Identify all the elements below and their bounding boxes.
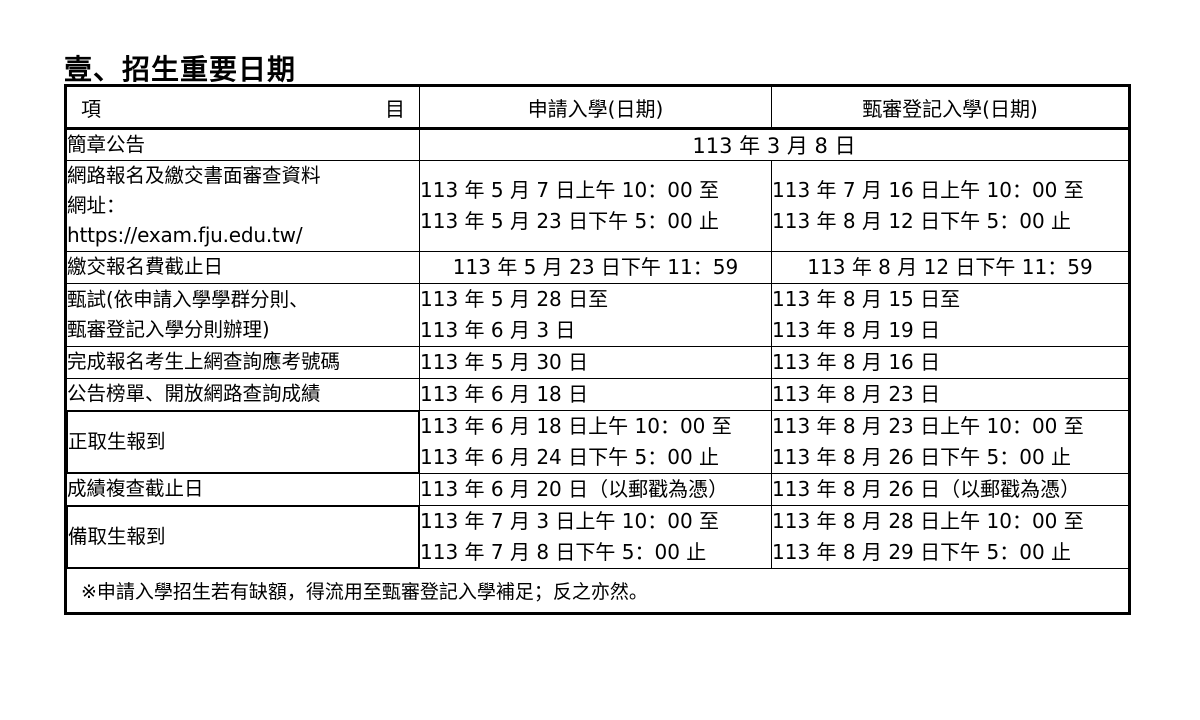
item-line: 網址： xyxy=(67,193,126,217)
item-line: 公告榜單、開放網路查詢成績 xyxy=(67,382,321,406)
date-line: 113 年 5 月 28 日至 xyxy=(420,286,609,311)
table-row: 備取生報到 113 年 7 月 3 日上午 10：00 至 113 年 7 月 8 … xyxy=(66,504,1130,569)
row-item-exam-number-lookup: 完成報名考生上網查詢應考號碼 xyxy=(65,345,420,379)
table-footnote: ※申請入學招生若有缺額，得流用至甄審登記入學補足；反之亦然。 xyxy=(65,567,1130,614)
date-line: 113 年 8 月 26 日（以郵戳為憑） xyxy=(772,476,1081,501)
admissions-schedule-table: 項目申請入學(日期) 甄審登記入學(日期) 簡章公告 113 年 3 月 8 日網路報… xyxy=(64,84,1131,615)
row-apply-exam-number-lookup: 113 年 5 月 30 日 xyxy=(419,345,772,379)
row-apply-online-registration: 113 年 5 月 7 日上午 10：00 至 113 年 5 月 23 日下午 … xyxy=(419,160,772,252)
row-exam-score-review-deadline: 113 年 8 月 26 日（以郵戳為憑） xyxy=(771,472,1130,506)
table-row: 完成報名考生上網查詢應考號碼 113 年 5 月 30 日 113 年 8 月 16… xyxy=(65,345,1130,379)
date-line: 113 年 8 月 16 日 xyxy=(772,349,941,374)
table-row: 正取生報到 113 年 6 月 18 日上午 10：00 至 113 年 6 月 2… xyxy=(66,409,1130,474)
date-line: 113 年 8 月 26 日下午 5：00 止 xyxy=(772,444,1072,469)
date-line: 113 年 5 月 23 日下午 11：59 xyxy=(452,254,739,279)
item-line: 繳交報名費截止日 xyxy=(67,255,224,279)
table-row: 網路報名及繳交書面審查資料 網址： https://exam.fju.edu.tw/… xyxy=(65,160,1130,252)
date-line: 113 年 8 月 12 日下午 5：00 止 xyxy=(772,208,1072,233)
item-line: 成績複查截止日 xyxy=(67,477,204,501)
date-line: 113 年 8 月 23 日上午 10：00 至 xyxy=(772,413,1084,438)
header-item-left: 項 xyxy=(81,96,101,121)
row-item-score-review-deadline: 成績複查截止日 xyxy=(65,472,420,506)
row-exam-exam-number-lookup: 113 年 8 月 16 日 xyxy=(771,345,1130,379)
row-exam-waitlist-report: 113 年 8 月 28 日上午 10：00 至 113 年 8 月 29 日下午… xyxy=(771,504,1130,569)
date-line: 113 年 8 月 12 日下午 11：59 xyxy=(807,254,1093,279)
row-item-announcement: 簡章公告 xyxy=(65,128,420,161)
date-line: 113 年 6 月 24 日下午 5：00 止 xyxy=(420,444,720,469)
row-exam-admitted-report: 113 年 8 月 23 日上午 10：00 至 113 年 8 月 26 日下午… xyxy=(771,409,1130,474)
row-item-online-registration: 網路報名及繳交書面審查資料 網址： https://exam.fju.edu.tw/ xyxy=(65,160,420,252)
item-line: 甄審登記入學分則辦理) xyxy=(67,317,270,341)
row-exam-selection-test: 113 年 8 月 15 日至 113 年 8 月 19 日 xyxy=(771,282,1130,347)
date-line: 113 年 6 月 18 日 xyxy=(420,381,589,406)
table-footnote-row: ※申請入學招生若有缺額，得流用至甄審登記入學補足；反之亦然。 xyxy=(65,567,1130,614)
table-header-row: 項目申請入學(日期) 甄審登記入學(日期) xyxy=(65,85,1130,130)
header-item-right: 目 xyxy=(385,96,405,121)
item-line: 正取生報到 xyxy=(68,429,166,453)
item-line: 完成報名考生上網查詢應考號碼 xyxy=(67,350,341,374)
item-line: 簡章公告 xyxy=(67,133,146,157)
date-line: 113 年 8 月 15 日至 xyxy=(772,286,961,311)
row-exam-fee-deadline: 113 年 8 月 12 日下午 11：59 xyxy=(771,250,1130,284)
table-row: 甄試(依申請入學學群分則、 甄審登記入學分則辦理) 113 年 5 月 28 日至 1… xyxy=(65,282,1130,347)
row-item-admitted-report: 正取生報到 xyxy=(67,410,419,473)
date-line: 113 年 8 月 28 日上午 10：00 至 xyxy=(772,508,1084,533)
date-line: 113 年 6 月 3 日 xyxy=(420,317,576,342)
row-item-waitlist-report: 備取生報到 xyxy=(67,505,419,568)
page-title: 壹、招生重要日期 xyxy=(64,52,297,86)
item-line: https://exam.fju.edu.tw/ xyxy=(67,223,303,248)
item-line: 甄試(依申請入學學群分則、 xyxy=(67,288,309,312)
date-line: 113 年 6 月 18 日上午 10：00 至 xyxy=(420,413,732,438)
date-line: 113 年 6 月 20 日（以郵戳為憑） xyxy=(420,476,729,501)
row-apply-results-announcement: 113 年 6 月 18 日 xyxy=(419,377,772,411)
row-item-fee-deadline: 繳交報名費截止日 xyxy=(65,250,420,284)
row-exam-online-registration: 113 年 7 月 16 日上午 10：00 至 113 年 8 月 12 日下午… xyxy=(771,160,1130,252)
table-row: 繳交報名費截止日 113 年 5 月 23 日下午 11：59 113 年 8 月 … xyxy=(65,250,1130,284)
admissions-schedule-table-wrapper: 項目申請入學(日期) 甄審登記入學(日期) 簡章公告 113 年 3 月 8 日網路報… xyxy=(64,84,1131,615)
date-line: 113 年 5 月 23 日下午 5：00 止 xyxy=(420,208,720,233)
row-apply-admitted-report: 113 年 6 月 18 日上午 10：00 至 113 年 6 月 24 日下午… xyxy=(419,409,772,474)
date-line: 113 年 8 月 29 日下午 5：00 止 xyxy=(772,539,1072,564)
row-exam-results-announcement: 113 年 8 月 23 日 xyxy=(771,377,1130,411)
date-line: 113 年 7 月 3 日上午 10：00 至 xyxy=(420,508,720,533)
header-cell-exam: 甄審登記入學(日期) xyxy=(771,85,1130,130)
table-row: 公告榜單、開放網路查詢成績 113 年 6 月 18 日 113 年 8 月 23 … xyxy=(65,377,1130,411)
header-cell-item: 項目 xyxy=(65,85,420,130)
date-line: 113 年 7 月 8 日下午 5：00 止 xyxy=(420,539,707,564)
row-item-selection-test: 甄試(依申請入學學群分則、 甄審登記入學分則辦理) xyxy=(65,282,420,347)
row-apply-selection-test: 113 年 5 月 28 日至 113 年 6 月 3 日 xyxy=(419,282,772,347)
row-apply-fee-deadline: 113 年 5 月 23 日下午 11：59 xyxy=(419,250,772,284)
date-line: 113 年 8 月 23 日 xyxy=(772,381,941,406)
date-line: 113 年 5 月 30 日 xyxy=(420,349,589,374)
row-apply-score-review-deadline: 113 年 6 月 20 日（以郵戳為憑） xyxy=(419,472,772,506)
table-row: 成績複查截止日 113 年 6 月 20 日（以郵戳為憑） 113 年 8 月 26… xyxy=(65,472,1130,506)
row-merged-date-announcement: 113 年 3 月 8 日 xyxy=(419,128,1130,161)
date-line: 113 年 5 月 7 日上午 10：00 至 xyxy=(420,177,720,202)
item-line: 網路報名及繳交書面審查資料 xyxy=(67,164,321,187)
date-line: 113 年 8 月 19 日 xyxy=(772,317,941,342)
date-line: 113 年 7 月 16 日上午 10：00 至 xyxy=(772,177,1084,202)
table-row: 簡章公告 113 年 3 月 8 日 xyxy=(65,128,1130,161)
item-line: 備取生報到 xyxy=(68,524,166,548)
row-apply-waitlist-report: 113 年 7 月 3 日上午 10：00 至 113 年 7 月 8 日下午 5… xyxy=(419,504,772,569)
row-item-results-announcement: 公告榜單、開放網路查詢成績 xyxy=(65,377,420,411)
header-cell-apply: 申請入學(日期) xyxy=(419,85,772,130)
